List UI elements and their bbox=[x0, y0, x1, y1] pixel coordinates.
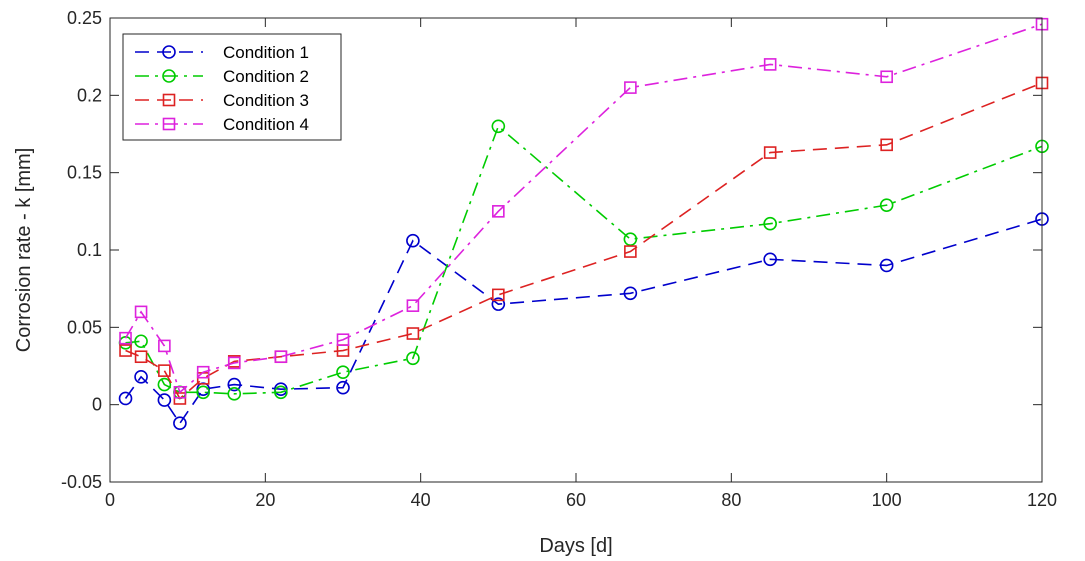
data-point bbox=[406, 351, 420, 366]
data-point bbox=[336, 333, 350, 347]
series-line bbox=[124, 23, 1043, 394]
data-point bbox=[196, 385, 210, 400]
series-line bbox=[125, 124, 1043, 395]
x-tick-label: 20 bbox=[255, 490, 275, 510]
data-point bbox=[491, 297, 506, 311]
data-point bbox=[879, 258, 894, 273]
legend-label: Condition 2 bbox=[223, 67, 309, 86]
x-tick-label: 80 bbox=[721, 490, 741, 510]
data-point bbox=[227, 377, 242, 392]
data-point bbox=[336, 380, 350, 395]
data-point bbox=[173, 385, 187, 399]
legend-marker bbox=[162, 117, 176, 131]
data-point bbox=[158, 339, 171, 353]
data-point bbox=[118, 391, 133, 406]
data-point bbox=[134, 305, 148, 319]
legend-label: Condition 3 bbox=[223, 91, 309, 110]
legend-item-condition-2: Condition 2 bbox=[135, 67, 309, 86]
x-tick-label: 0 bbox=[105, 490, 115, 510]
data-point bbox=[119, 331, 132, 345]
data-point bbox=[879, 198, 894, 212]
data-point bbox=[227, 356, 241, 370]
data-point bbox=[134, 370, 148, 384]
series-line bbox=[125, 82, 1043, 400]
y-tick-label: 0.05 bbox=[67, 317, 102, 337]
y-tick-label: 0.25 bbox=[67, 8, 102, 28]
x-tick-label: 100 bbox=[872, 490, 902, 510]
data-point bbox=[274, 385, 288, 400]
legend-item-condition-1: Condition 1 bbox=[135, 43, 309, 62]
data-point bbox=[157, 377, 172, 392]
data-point bbox=[492, 288, 505, 302]
data-point bbox=[406, 299, 420, 312]
x-tick-label: 120 bbox=[1027, 490, 1057, 510]
data-point bbox=[274, 350, 288, 364]
data-point bbox=[336, 365, 350, 379]
data-point bbox=[406, 233, 420, 248]
y-tick-label: -0.05 bbox=[61, 472, 102, 492]
series-layer bbox=[118, 17, 1049, 431]
data-point bbox=[158, 364, 171, 377]
y-tick-label: 0 bbox=[92, 395, 102, 415]
legend-item-condition-4: Condition 4 bbox=[135, 115, 309, 134]
data-point bbox=[134, 350, 148, 364]
data-point bbox=[624, 81, 637, 94]
data-point bbox=[119, 344, 132, 357]
data-point bbox=[623, 286, 638, 301]
x-tick-label: 60 bbox=[566, 490, 586, 510]
data-point bbox=[134, 334, 148, 349]
y-axis-label: Corrosion rate - k [mm] bbox=[13, 148, 35, 352]
legend-marker bbox=[162, 45, 176, 59]
data-point bbox=[623, 232, 638, 246]
x-tick-label: 40 bbox=[411, 490, 431, 510]
data-point bbox=[763, 146, 777, 159]
y-tick-label: 0.1 bbox=[77, 240, 102, 260]
legend-marker bbox=[162, 69, 176, 83]
legend: Condition 1 Condition 2 Condition 3 Conditi… bbox=[122, 33, 342, 141]
data-point bbox=[763, 216, 777, 231]
data-point bbox=[491, 119, 506, 134]
series-condition-4 bbox=[119, 17, 1049, 399]
data-point bbox=[763, 58, 777, 71]
data-point bbox=[196, 365, 210, 379]
data-point bbox=[157, 393, 172, 407]
data-point bbox=[227, 387, 242, 401]
legend-label: Condition 4 bbox=[223, 115, 309, 134]
data-point bbox=[880, 138, 893, 152]
data-point bbox=[492, 205, 505, 218]
data-point bbox=[173, 416, 187, 431]
legend-label: Condition 1 bbox=[223, 43, 309, 62]
y-tick-label: 0.15 bbox=[67, 163, 102, 183]
data-point bbox=[624, 245, 637, 258]
data-point bbox=[406, 327, 420, 340]
x-axis-label: Days [d] bbox=[539, 535, 612, 557]
data-point bbox=[880, 70, 893, 84]
y-tick-label: 0.2 bbox=[77, 85, 102, 105]
legend-marker bbox=[162, 93, 176, 107]
legend-item-condition-3: Condition 3 bbox=[135, 91, 309, 110]
data-point bbox=[763, 252, 777, 267]
